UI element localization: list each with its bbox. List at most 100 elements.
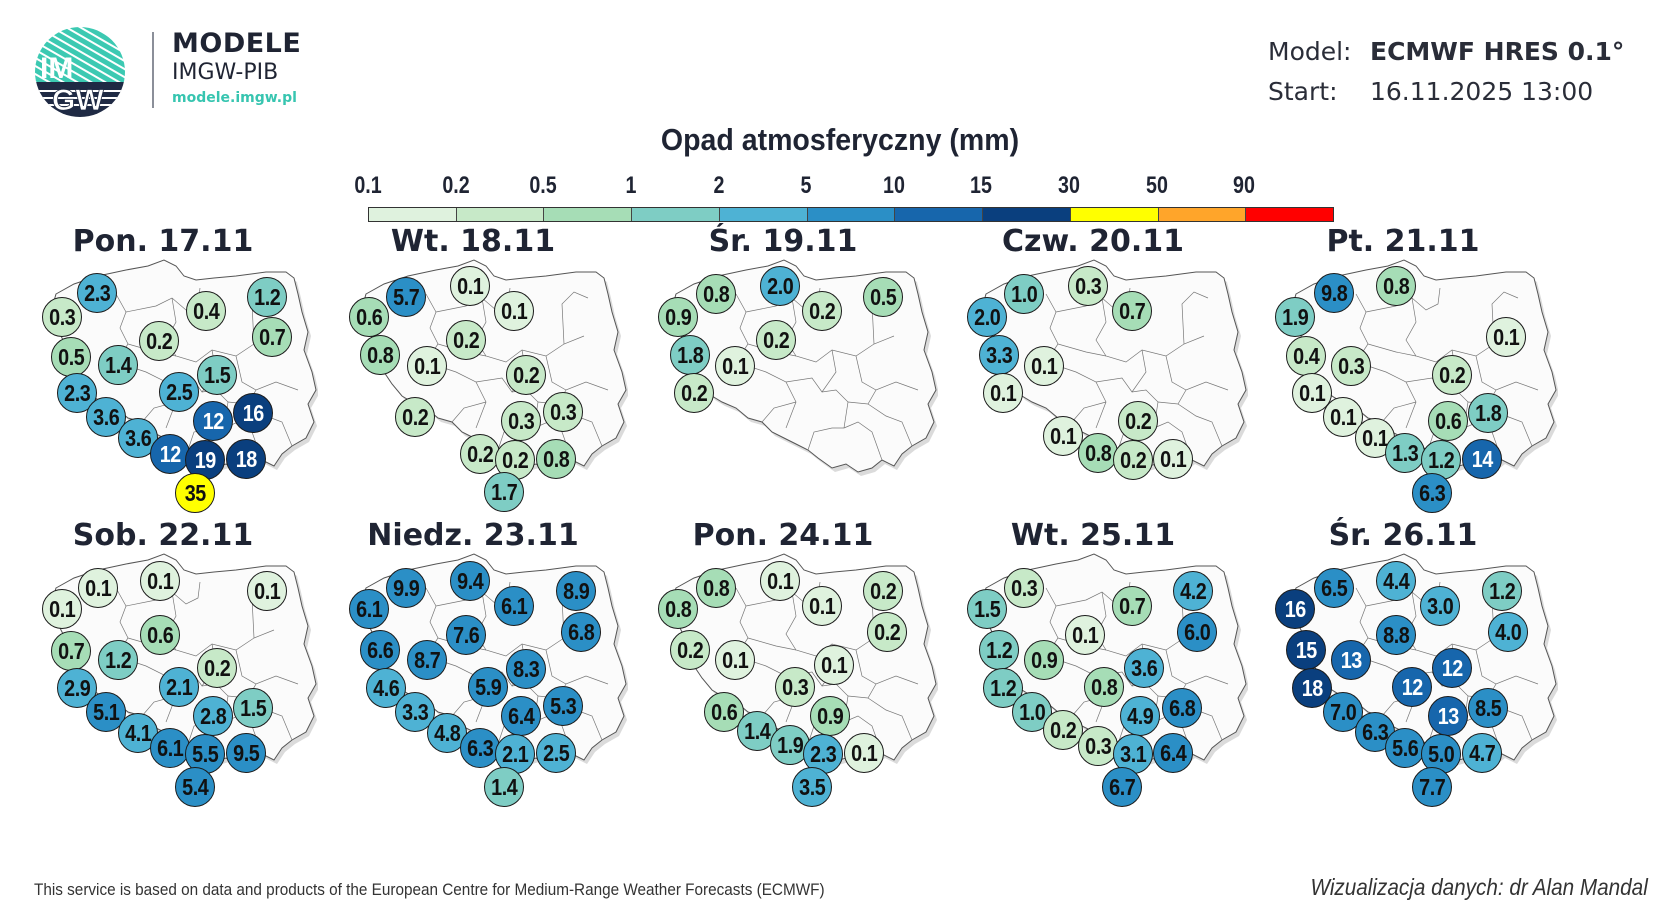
legend-tick-label: 10 (882, 172, 905, 199)
precip-value-bubble: 8.8 (1376, 615, 1416, 655)
legend-segment (895, 208, 984, 221)
poland-map-outline (51, 259, 318, 476)
precip-value-bubble: 0.8 (1376, 266, 1416, 306)
precip-value-bubble: 0.1 (715, 640, 755, 680)
precip-value-bubble: 2.3 (77, 273, 117, 313)
legend-colorbar (368, 207, 1334, 222)
model-value: ECMWF HRES 0.1° (1370, 37, 1625, 66)
precip-value-bubble: 0.3 (1068, 266, 1108, 306)
precip-value-bubble: 3.0 (1420, 586, 1460, 626)
precip-value-bubble: 0.1 (450, 266, 490, 306)
precip-value-bubble: 1.2 (1421, 440, 1461, 480)
precip-value-bubble: 5.9 (468, 667, 508, 707)
precip-value-bubble: 4.9 (1120, 696, 1160, 736)
precip-value-bubble: 0.2 (460, 434, 500, 474)
precip-value-bubble: 0.2 (863, 571, 903, 611)
legend-segment (1246, 208, 1334, 221)
precip-value-bubble: 5.6 (1385, 728, 1425, 768)
precip-value-bubble: 0.1 (407, 346, 447, 386)
panel-day-title: Śr. 19.11 (708, 224, 858, 259)
svg-text:GW: GW (52, 84, 104, 117)
precip-value-bubble: 0.7 (252, 317, 292, 357)
visualization-credit: Wizualizacja danych: dr Alan Mandal (1310, 874, 1648, 900)
precip-value-bubble: 18 (226, 439, 266, 479)
start-value: 16.11.2025 13:00 (1370, 77, 1594, 106)
precip-value-bubble: 0.2 (197, 648, 237, 688)
precip-value-bubble: 7.7 (1412, 767, 1452, 807)
precip-value-bubble: 1.8 (670, 335, 710, 375)
precip-value-bubble: 0.2 (506, 355, 546, 395)
precip-value-bubble: 35 (175, 473, 215, 513)
legend-tick-label: 90 (1233, 172, 1256, 199)
poland-map-outline (981, 553, 1248, 770)
precip-value-bubble: 1.4 (98, 345, 138, 385)
precip-value-bubble: 2.0 (967, 297, 1007, 337)
start-label: Start: (1268, 77, 1338, 106)
precip-value-bubble: 7.0 (1323, 692, 1363, 732)
precip-value-bubble: 0.8 (1078, 433, 1118, 473)
precip-value-bubble: 9.5 (226, 733, 266, 773)
precip-value-bubble: 0.5 (51, 337, 91, 377)
precip-value-bubble: 1.3 (1385, 433, 1425, 473)
precip-value-bubble: 13 (1331, 640, 1371, 680)
precip-value-bubble: 0.2 (395, 397, 435, 437)
precip-value-bubble: 0.3 (1078, 726, 1118, 766)
precip-value-bubble: 6.1 (494, 586, 534, 626)
precip-value-bubble: 0.2 (670, 630, 710, 670)
brand-subtitle: IMGW-PIB (172, 60, 279, 85)
ecmwf-credit: This service is based on data and produc… (34, 880, 825, 899)
forecast-day-panel: Czw. 20.11 (938, 224, 1248, 519)
precip-value-bubble: 0.8 (1084, 667, 1124, 707)
precip-value-bubble: 2.9 (57, 668, 97, 708)
legend-ticks: 0.1 0.2 0.5 1 2 5 10 15 30 50 90 (0, 172, 1680, 202)
precip-value-bubble: 0.1 (983, 373, 1023, 413)
precip-value-bubble: 8.5 (1468, 688, 1508, 728)
precip-value-bubble: 12 (1432, 648, 1472, 688)
precip-value-bubble: 1.5 (197, 355, 237, 395)
panel-day-title: Pon. 17.11 (72, 224, 254, 259)
precip-value-bubble: 1.4 (484, 767, 524, 807)
precip-value-bubble: 6.1 (349, 589, 389, 629)
precip-value-bubble: 2.5 (159, 372, 199, 412)
legend-segment (1070, 208, 1159, 221)
precip-value-bubble: 0.2 (802, 291, 842, 331)
precip-value-bubble: 2.8 (193, 696, 233, 736)
precip-value-bubble: 5.4 (175, 767, 215, 807)
precip-value-bubble: 9.4 (450, 561, 490, 601)
legend-tick-label: 2 (713, 172, 725, 199)
legend-tick-label: 0.2 (441, 172, 470, 199)
model-label: Model: (1268, 37, 1352, 66)
precip-value-bubble: 0.1 (247, 571, 287, 611)
precip-value-bubble: 1.9 (1275, 297, 1315, 337)
precip-value-bubble: 1.5 (233, 688, 273, 728)
precip-value-bubble: 1.2 (98, 640, 138, 680)
precip-value-bubble: 0.2 (867, 612, 907, 652)
precip-value-bubble: 1.2 (979, 630, 1019, 670)
precip-value-bubble: 0.4 (1286, 336, 1326, 376)
precip-value-bubble: 0.6 (704, 692, 744, 732)
precip-value-bubble: 0.8 (536, 439, 576, 479)
precip-value-bubble: 4.4 (1376, 561, 1416, 601)
brand-divider (152, 32, 154, 108)
precip-value-bubble: 0.8 (696, 274, 736, 314)
panel-day-title: Śr. 26.11 (1328, 518, 1478, 553)
precip-value-bubble: 16 (1275, 589, 1315, 629)
precip-value-bubble: 1.4 (737, 711, 777, 751)
legend-tick-label: 1 (625, 172, 637, 199)
precip-value-bubble: 1.9 (770, 725, 810, 765)
legend-tick-label: 5 (800, 172, 812, 199)
precip-value-bubble: 6.4 (501, 696, 541, 736)
legend-title: Opad atmosferyczny (mm) (660, 122, 1020, 157)
panel-day-title: Wt. 18.11 (390, 224, 556, 259)
precip-value-bubble: 7.6 (446, 615, 486, 655)
precip-value-bubble: 1.7 (484, 472, 524, 512)
precip-value-bubble: 0.9 (1024, 640, 1064, 680)
precip-value-bubble: 0.7 (1112, 586, 1152, 626)
precip-value-bubble: 0.6 (140, 615, 180, 655)
precip-value-bubble: 4.2 (1173, 571, 1213, 611)
precip-value-bubble: 8.9 (556, 571, 596, 611)
brand-url-link[interactable]: modele.imgw.pl (172, 90, 297, 106)
precip-value-bubble: 2.5 (536, 733, 576, 773)
precip-value-bubble: 0.1 (1153, 439, 1193, 479)
imgw-logo-icon: IM GW (35, 27, 125, 117)
